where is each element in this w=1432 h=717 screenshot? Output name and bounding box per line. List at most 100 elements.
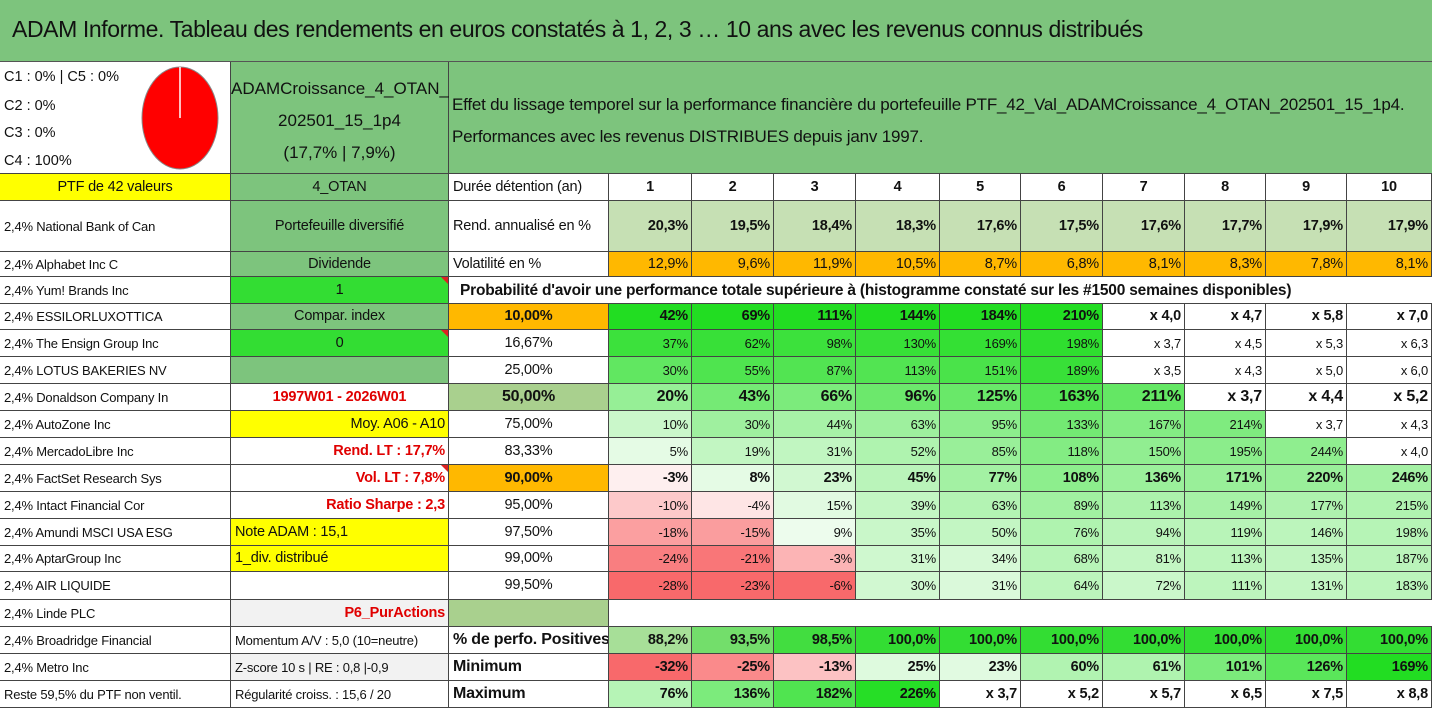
prob-value: 63%	[856, 411, 940, 438]
maximum-value: 182%	[774, 681, 856, 708]
holding-row[interactable]: 2,4% LOTUS BAKERIES NV	[0, 357, 231, 384]
average-cell: Moy. A06 - A10	[231, 411, 449, 438]
allocation-c3: C3 : 0%	[4, 125, 56, 141]
prob-value: 30%	[692, 411, 774, 438]
prob-value: 23%	[774, 465, 856, 492]
year-header-4: 4	[856, 174, 940, 201]
prob-value: x 7,0	[1347, 304, 1432, 330]
holding-row[interactable]: 2,4% Amundi MSCI USA ESG	[0, 519, 231, 546]
prob-threshold: 50,00%	[449, 384, 609, 411]
prob-threshold: 97,50%	[449, 519, 609, 546]
holding-row[interactable]: 2,4% Broadridge Financial	[0, 627, 231, 654]
prob-value: 76%	[1021, 519, 1103, 546]
prob-value: 167%	[1103, 411, 1185, 438]
prob-value: x 3,7	[1103, 330, 1185, 357]
holding-row[interactable]: 2,4% Yum! Brands Inc	[0, 277, 231, 304]
prob-value: 111%	[1185, 572, 1266, 600]
maximum-value: x 6,5	[1185, 681, 1266, 708]
holding-row[interactable]: 2,4% AptarGroup Inc	[0, 546, 231, 572]
holding-row[interactable]: 2,4% AutoZone Inc	[0, 411, 231, 438]
description-line1: Effet du lissage temporel sur la perform…	[452, 95, 1405, 114]
prob-value: 95%	[940, 411, 1021, 438]
year-header-8: 8	[1185, 174, 1266, 201]
diversification-cell: Portefeuille diversifié	[231, 201, 449, 252]
prob-value: -21%	[692, 546, 774, 572]
selector-0-cell[interactable]: 0	[231, 330, 449, 357]
holding-row[interactable]: 2,4% ESSILORLUXOTTICA	[0, 304, 231, 330]
prob-value: 151%	[940, 357, 1021, 384]
holding-row[interactable]: 2,4% Donaldson Company In	[0, 384, 231, 411]
year-header-10: 10	[1347, 174, 1432, 201]
rend-value: 20,3%	[609, 201, 692, 252]
prob-value: 64%	[1021, 572, 1103, 600]
prob-threshold: 99,00%	[449, 546, 609, 572]
prob-value: 20%	[609, 384, 692, 411]
prob-value: x 4,5	[1185, 330, 1266, 357]
holding-row[interactable]: 2,4% AIR LIQUIDE	[0, 572, 231, 600]
prob-value: 125%	[940, 384, 1021, 411]
year-header-2: 2	[692, 174, 774, 201]
prob-value: 183%	[1347, 572, 1432, 600]
ptf-count-cell: PTF de 42 valeurs	[0, 174, 231, 201]
prob-value: 62%	[692, 330, 774, 357]
prob-threshold: 83,33%	[449, 438, 609, 465]
maximum-value: 76%	[609, 681, 692, 708]
holding-row[interactable]: 2,4% Metro Inc	[0, 654, 231, 681]
prob-value: x 6,3	[1347, 330, 1432, 357]
prob-value: 44%	[774, 411, 856, 438]
vol-value: 9,6%	[692, 252, 774, 277]
holding-row[interactable]: 2,4% Linde PLC	[0, 600, 231, 627]
prob-value: 119%	[1185, 519, 1266, 546]
separator-blank	[609, 600, 1432, 627]
prob-value: 98%	[774, 330, 856, 357]
prob-value: x 5,0	[1266, 357, 1347, 384]
minimum-value: 169%	[1347, 654, 1432, 681]
holding-row[interactable]: 2,4% FactSet Research Sys	[0, 465, 231, 492]
year-header-3: 3	[774, 174, 856, 201]
prob-value: 130%	[856, 330, 940, 357]
category-cell: P6_PurActions	[231, 600, 449, 627]
prob-value: 72%	[1103, 572, 1185, 600]
zscore-cell: Z-score 10 s | RE : 0,8 |-0,9	[231, 654, 449, 681]
prob-value: 220%	[1266, 465, 1347, 492]
prob-value: -24%	[609, 546, 692, 572]
positives-value: 100,0%	[1185, 627, 1266, 654]
selector-1-cell[interactable]: 1	[231, 277, 449, 304]
prob-value: 177%	[1266, 492, 1347, 519]
duration-label: Durée détention (an)	[449, 174, 609, 201]
dividend-mode-cell: 1_div. distribué	[231, 546, 449, 572]
prob-value: 87%	[774, 357, 856, 384]
prob-value: 113%	[1103, 492, 1185, 519]
rend-value: 17,6%	[1103, 201, 1185, 252]
prob-value: 45%	[856, 465, 940, 492]
vol-value: 8,7%	[940, 252, 1021, 277]
prob-value: -4%	[692, 492, 774, 519]
rend-value: 17,9%	[1347, 201, 1432, 252]
holding-row[interactable]: 2,4% National Bank of Can	[0, 201, 231, 252]
holding-row[interactable]: 2,4% MercadoLibre Inc	[0, 438, 231, 465]
holding-row[interactable]: 2,4% Intact Financial Cor	[0, 492, 231, 519]
prob-value: 37%	[609, 330, 692, 357]
sharpe-cell: Ratio Sharpe : 2,3	[231, 492, 449, 519]
prob-value: 135%	[1266, 546, 1347, 572]
prob-value: 94%	[1103, 519, 1185, 546]
minimum-value: 60%	[1021, 654, 1103, 681]
prob-value: 66%	[774, 384, 856, 411]
minimum-value: 25%	[856, 654, 940, 681]
positives-value: 100,0%	[1266, 627, 1347, 654]
holding-row[interactable]: Reste 59,5% du PTF non ventil.	[0, 681, 231, 708]
holding-row[interactable]: 2,4% The Ensign Group Inc	[0, 330, 231, 357]
prob-value: 77%	[940, 465, 1021, 492]
prob-value: 214%	[1185, 411, 1266, 438]
prob-value: x 5,2	[1347, 384, 1432, 411]
momentum-cell: Momentum A/V : 5,0 (10=neutre)	[231, 627, 449, 654]
dividend-cell: Dividende	[231, 252, 449, 277]
maximum-value: x 8,8	[1347, 681, 1432, 708]
prob-value: 5%	[609, 438, 692, 465]
prob-value: 184%	[940, 304, 1021, 330]
rend-value: 18,3%	[856, 201, 940, 252]
rend-label: Rend. annualisé en %	[449, 201, 609, 252]
holding-row[interactable]: 2,4% Alphabet Inc C	[0, 252, 231, 277]
prob-threshold: 25,00%	[449, 357, 609, 384]
prob-value: x 4,3	[1347, 411, 1432, 438]
